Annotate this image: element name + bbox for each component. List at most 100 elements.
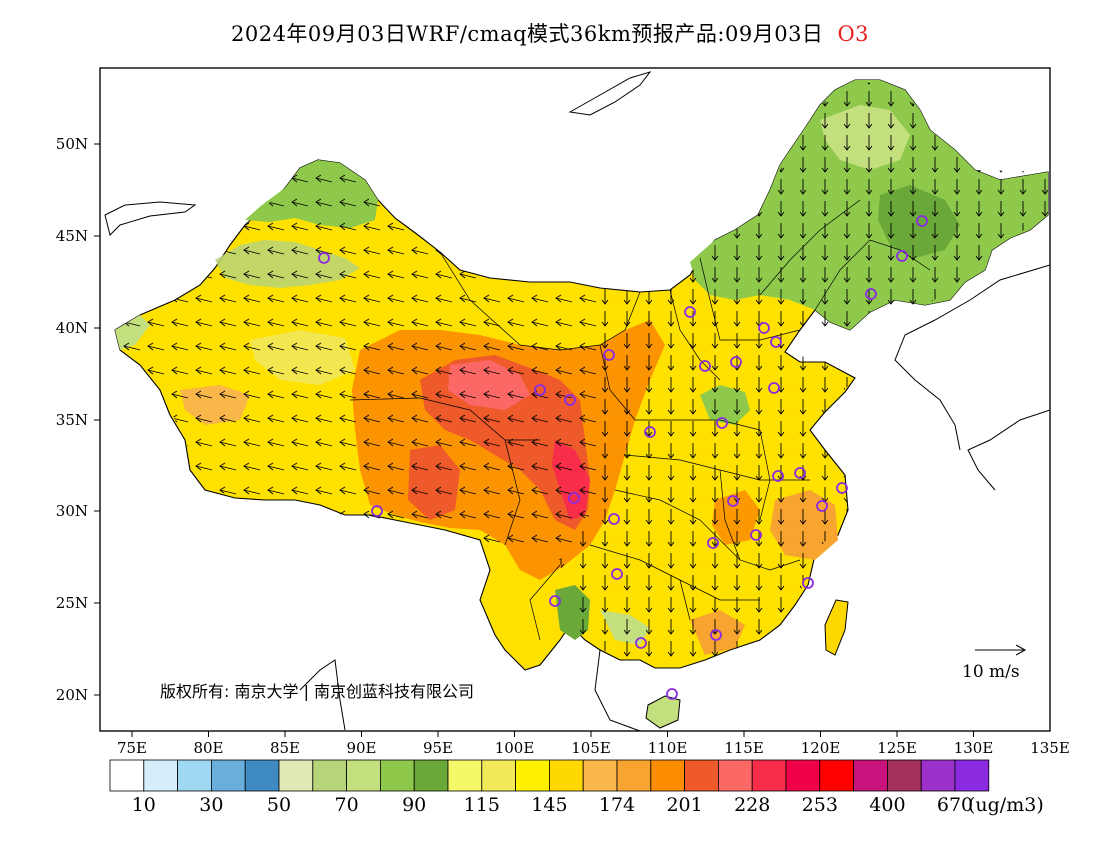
station-marker [644, 426, 656, 438]
colorbar-swatch [413, 759, 449, 792]
lat-tick-label: 25N [56, 594, 88, 612]
colorbar-label: 10 [132, 794, 156, 816]
station-marker [836, 482, 848, 494]
station-marker [371, 505, 383, 517]
colorbar-labels: 10 30 50 70 90 115 145 174 201 228 253 400 670 [132, 794, 973, 816]
station-marker [611, 568, 623, 580]
colorbar-swatch [954, 759, 990, 792]
station-marker [750, 529, 762, 541]
colorbar-unit: (ug/m3) [968, 794, 1044, 816]
station-marker [768, 382, 780, 394]
colorbar-swatch [346, 759, 381, 792]
lon-tick-label: 110E [648, 739, 688, 757]
colorbar-label: 201 [666, 794, 702, 816]
title-pollutant: O3 [837, 22, 870, 46]
station-marker [318, 252, 330, 264]
station-marker [534, 384, 546, 396]
station-marker [603, 349, 615, 361]
copyright-credit: 版权所有: 南京大学 | 南京创蓝科技有限公司 [160, 682, 474, 701]
colorbar-swatch [650, 759, 685, 792]
wind-scale: 10 m/s [962, 644, 1027, 682]
colorbar-swatch [785, 759, 821, 792]
lon-tick-label: 125E [877, 739, 917, 757]
colorbar-swatch [244, 759, 280, 792]
colorbar-swatch [616, 759, 652, 792]
colorbar-label: 70 [335, 794, 359, 816]
hainan-island [645, 695, 681, 729]
colorbar-swatch [210, 759, 246, 792]
lon-tick-label: 100E [495, 739, 535, 757]
station-marker [794, 467, 806, 479]
station-marker [710, 629, 722, 641]
colorbar-swatch [447, 759, 483, 792]
colorbar-swatch [751, 759, 787, 792]
colorbar-swatch [481, 759, 516, 792]
colorbar-swatch [549, 759, 584, 792]
wind-scale-arrowhead [1015, 644, 1027, 656]
coastline-vietnam [594, 649, 641, 731]
lon-tick-label: 105E [571, 739, 611, 757]
colorbar-swatch [887, 759, 922, 792]
colorbar-swatch [920, 759, 956, 792]
map-frame-border [99, 67, 1051, 732]
colorbar-swatch [143, 759, 179, 792]
station-marker [816, 500, 828, 512]
map-body: 版权所有: 南京大学 | 南京创蓝科技有限公司 10 m/s [104, 71, 1050, 731]
lon-tick-label: 75E [117, 739, 147, 757]
station-marker [716, 417, 728, 429]
colorbar-swatch [515, 759, 550, 792]
station-marker [770, 336, 782, 348]
station-marker [568, 492, 580, 504]
station-marker [666, 688, 678, 700]
colorbar-swatch [718, 759, 753, 792]
longitude-axis: 75E 80E 85E 90E 95E 100E 105E 110E 115E 120E 125E 1… [117, 731, 1070, 757]
colorbar-swatch [109, 759, 145, 792]
colorbar-label: 30 [199, 794, 223, 816]
coastline-indochina [299, 659, 346, 731]
colorbar-label: 228 [734, 794, 770, 816]
colorbar [109, 759, 990, 792]
station-marker [707, 537, 719, 549]
wind-vectors-west [115, 160, 600, 560]
station-marker [865, 288, 877, 300]
title-main: 2024年09月03日WRF/cmaq模式36km预报产品:09月03日 [230, 22, 824, 46]
station-marker [549, 595, 561, 607]
station-marker [772, 470, 784, 482]
station-marker [758, 322, 770, 334]
chart-title: 2024年09月03日WRF/cmaq模式36km预报产品:09月03日 O3 [0, 18, 1100, 48]
lat-tick-label: 40N [56, 319, 88, 337]
coastline-japan [967, 409, 1050, 491]
colorbar-label: 253 [802, 794, 838, 816]
station-marker [564, 394, 576, 406]
station-marker [635, 637, 647, 649]
colorbar-swatch [853, 759, 888, 792]
coastline-balkhash [104, 201, 197, 236]
colorbar-label: 145 [531, 794, 567, 816]
coastline-korea [894, 264, 1050, 451]
colorbar-label: 50 [267, 794, 291, 816]
station-marker [896, 250, 908, 262]
lon-tick-label: 135E [1030, 739, 1070, 757]
lon-tick-label: 130E [954, 739, 994, 757]
lat-tick-label: 50N [56, 135, 88, 153]
lon-tick-label: 115E [724, 739, 764, 757]
station-marker [916, 215, 928, 227]
station-marker [684, 306, 696, 318]
lon-tick-label: 120E [801, 739, 841, 757]
colorbar-swatch [177, 759, 212, 792]
colorbar-swatch [684, 759, 719, 792]
lat-tick-label: 45N [56, 227, 88, 245]
station-markers [318, 215, 928, 700]
colorbar-label: 90 [402, 794, 426, 816]
colorbar-label: 670 [937, 794, 973, 816]
colorbar-label: 400 [869, 794, 905, 816]
colorbar-swatch [278, 759, 314, 792]
taiwan-island [824, 599, 849, 656]
colorbar-swatch [582, 759, 618, 792]
lat-tick-label: 35N [56, 411, 88, 429]
lon-tick-label: 90E [346, 739, 376, 757]
colorbar-label: 174 [599, 794, 635, 816]
coastline-baikal [568, 71, 652, 116]
colorbar-swatch [819, 759, 854, 792]
